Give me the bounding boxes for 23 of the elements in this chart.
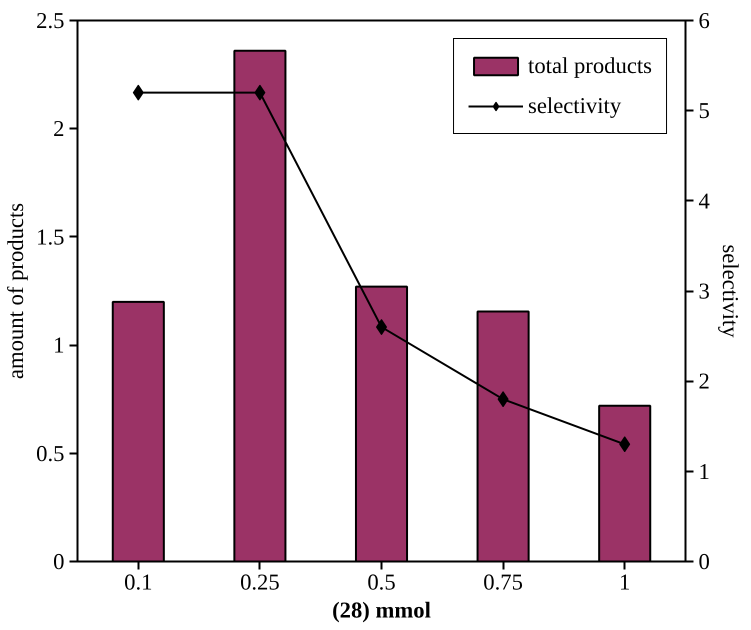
- x-tick-label: 1: [619, 570, 630, 594]
- y-tick-label: 1.5: [36, 224, 65, 250]
- y2-tick-label: 0: [698, 549, 710, 574]
- x-tick-label: 0.5: [367, 570, 396, 594]
- y-tick-label: 0: [53, 549, 64, 574]
- x-axis-title: (28) mmol: [332, 598, 431, 622]
- y-axis-title: amount of products: [3, 202, 28, 380]
- y2-tick-label: 6: [698, 8, 710, 33]
- y-tick-label: 0.5: [36, 440, 65, 466]
- y2-tick-label: 3: [698, 278, 710, 304]
- y-tick-label: 2: [53, 116, 64, 142]
- y2-tick-label: 2: [698, 368, 710, 394]
- y2-axis-title: selectivity: [718, 244, 743, 338]
- y2-tick-label: 5: [698, 98, 710, 124]
- y-tick-label: 1: [53, 332, 64, 358]
- x-tick-label: 0.1: [124, 570, 152, 594]
- y-tick-label: 2.5: [36, 8, 65, 33]
- legend-label: selectivity: [528, 93, 622, 119]
- y2-tick-label: 1: [698, 458, 710, 484]
- legend-label: total products: [528, 53, 652, 79]
- x-tick-label: 0.75: [483, 570, 523, 594]
- y2-tick-label: 4: [698, 188, 710, 214]
- x-tick-label: 0.25: [240, 570, 280, 594]
